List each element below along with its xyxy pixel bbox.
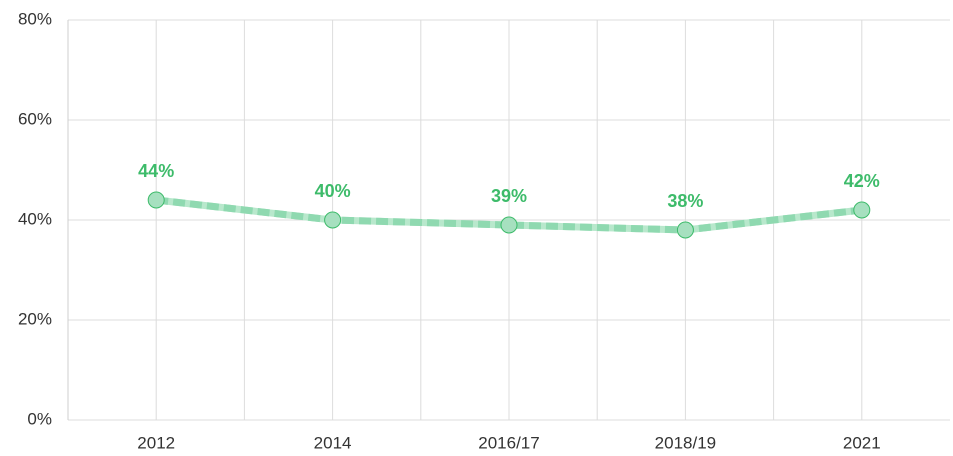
y-tick-label: 80%	[18, 9, 52, 28]
data-label: 42%	[844, 171, 880, 191]
x-tick-label: 2012	[137, 433, 175, 452]
x-tick-label: 2018/19	[655, 433, 716, 452]
y-tick-label: 0%	[27, 409, 52, 428]
data-label: 44%	[138, 161, 174, 181]
series-line	[155, 196, 863, 234]
point	[853, 201, 871, 219]
point	[324, 211, 342, 229]
y-tick-label: 20%	[18, 309, 52, 328]
data-label: 40%	[315, 181, 351, 201]
data-label: 38%	[667, 191, 703, 211]
point	[676, 221, 694, 239]
point	[500, 216, 518, 234]
data-label: 39%	[491, 186, 527, 206]
point	[147, 191, 165, 209]
x-tick-label: 2016/17	[478, 433, 539, 452]
x-tick-label: 2014	[314, 433, 352, 452]
y-tick-label: 60%	[18, 109, 52, 128]
y-tick-label: 40%	[18, 209, 52, 228]
x-tick-label: 2021	[843, 433, 881, 452]
